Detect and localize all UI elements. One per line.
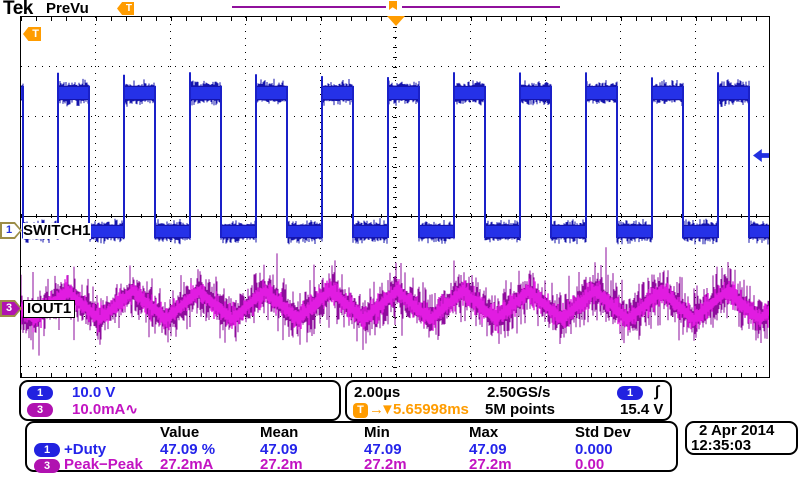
- gridline: [320, 17, 321, 377]
- meas-header-min: Min: [364, 424, 390, 441]
- gridline: [21, 214, 769, 218]
- trigger-slope-icon: ∫: [655, 383, 660, 400]
- meas-row1-min: 47.09: [364, 441, 402, 458]
- tek-logo: Tek: [3, 0, 33, 19]
- trigger-source-badge: 1: [617, 386, 643, 400]
- ch3-position-pennant[interactable]: 3: [0, 300, 22, 317]
- record-trigger-mark-icon: [389, 1, 397, 10]
- sample-rate: 2.50GS/s: [487, 384, 551, 401]
- measurements-box: Value Mean Min Max Std Dev 1 +Duty 47.09…: [25, 421, 678, 473]
- ch3-badge: 3: [27, 403, 53, 417]
- trigger-marker-icon: ▼: [380, 401, 395, 418]
- meas-row1-max: 47.09: [469, 441, 507, 458]
- meas-row2-mean: 27.2m: [260, 456, 303, 473]
- trigger-time-flag-icon[interactable]: T: [117, 2, 134, 15]
- gridline: [170, 17, 171, 377]
- gating-region-line-right: [402, 6, 560, 8]
- acquisition-mode-label: PreVu: [46, 0, 89, 17]
- gating-region-line-left: [232, 6, 386, 8]
- datetime-box: 2 Apr 2014 12:35:03: [685, 421, 798, 455]
- meas-row2-badge: 3: [34, 459, 60, 473]
- trigger-position-readout: 5.65998ms: [393, 401, 469, 418]
- meas-row1-badge: 1: [34, 443, 60, 457]
- meas-row2-min: 27.2m: [364, 456, 407, 473]
- ch1-scale: 10.0 V: [72, 384, 116, 401]
- ch3-scale: 10.0mA∿: [72, 401, 138, 418]
- meas-row2-stddev: 0.00: [575, 456, 605, 473]
- date-readout: 2 Apr 2014: [699, 422, 775, 439]
- horizontal-trigger-box: 2.00µs 2.50GS/s 1 ∫ T → ▼ 5.65998ms 5M p…: [345, 380, 672, 421]
- record-length: 5M points: [485, 401, 555, 418]
- gridline: [393, 17, 397, 377]
- meas-row2-value: 27.2mA: [160, 456, 214, 473]
- ch1-pennant-number: 1: [2, 224, 20, 237]
- time-per-div: 2.00µs: [354, 384, 401, 401]
- meas-header-max: Max: [469, 424, 499, 441]
- ch1-waveform-label: SWITCH1: [23, 222, 91, 239]
- trigger-position-flag-icon[interactable]: T: [23, 27, 41, 41]
- gridline: [695, 17, 696, 377]
- meas-row1-mean: 47.09: [260, 441, 298, 458]
- meas-header-mean: Mean: [260, 424, 299, 441]
- ch3-waveform-label: IOUT1: [23, 300, 76, 318]
- meas-row2-name: Peak−Peak: [64, 456, 143, 473]
- expansion-point-icon[interactable]: [387, 16, 405, 26]
- meas-row1-value: 47.09 %: [160, 441, 216, 458]
- trigger-t-badge: T: [353, 403, 368, 418]
- gridline: [245, 17, 246, 377]
- meas-row1-name: +Duty: [64, 441, 107, 458]
- trigger-level-readout: 15.4 V: [620, 401, 664, 418]
- time-readout: 12:35:03: [691, 437, 752, 454]
- meas-header-stddev: Std Dev: [575, 424, 631, 441]
- gridline: [21, 373, 769, 377]
- meas-header-value: Value: [160, 424, 200, 441]
- gridline: [470, 17, 471, 377]
- gridline: [545, 17, 546, 377]
- gridline: [95, 17, 96, 377]
- channel-scale-box: 1 10.0 V 3 10.0mA∿: [19, 380, 341, 421]
- trigger-arrow-icon: →: [369, 401, 384, 418]
- ch1-badge: 1: [27, 386, 53, 400]
- graticule: [20, 16, 770, 378]
- meas-row2-max: 27.2m: [469, 456, 512, 473]
- gridline: [620, 17, 621, 377]
- ch3-pennant-number: 3: [2, 302, 20, 315]
- meas-row1-stddev: 0.000: [575, 441, 613, 458]
- ch1-position-pennant[interactable]: 1: [0, 222, 22, 239]
